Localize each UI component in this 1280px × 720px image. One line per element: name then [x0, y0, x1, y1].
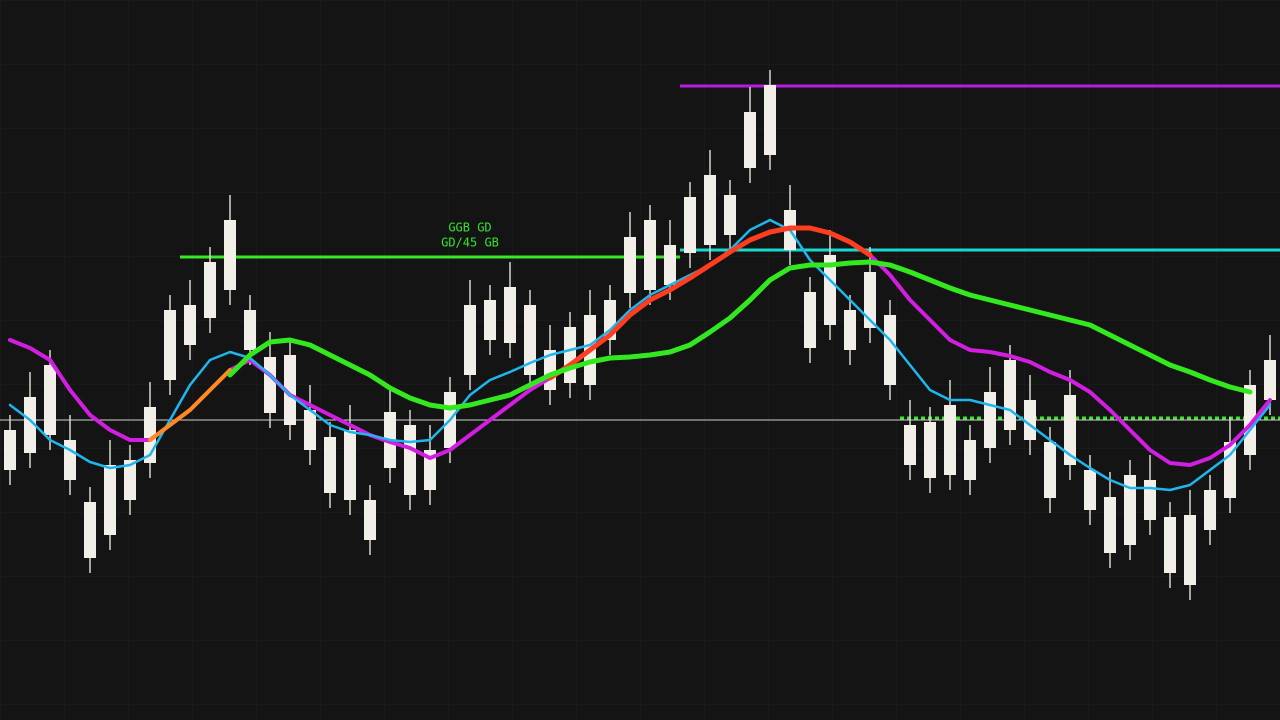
candle-body — [964, 440, 976, 480]
candle-body — [884, 315, 896, 385]
candle-body — [1024, 400, 1036, 440]
candle-body — [264, 357, 276, 413]
candle-body — [684, 197, 696, 253]
candle-body — [524, 305, 536, 375]
candle-body — [1004, 360, 1016, 430]
candle-body — [944, 405, 956, 475]
candle-body — [184, 305, 196, 345]
annotation: GD/45 GB — [441, 236, 499, 250]
candle-body — [764, 85, 776, 155]
candle-body — [724, 195, 736, 235]
candle-body — [304, 410, 316, 450]
candle-body — [664, 245, 676, 285]
candle-body — [104, 465, 116, 535]
candle-body — [64, 440, 76, 480]
candle-body — [44, 365, 56, 435]
candle-body — [864, 272, 876, 328]
candle-body — [464, 305, 476, 375]
candle-body — [1164, 517, 1176, 573]
candle-body — [1244, 385, 1256, 455]
candle-body — [364, 500, 376, 540]
candle-body — [1064, 395, 1076, 465]
ma-line — [8, 218, 1272, 492]
ma-line — [227, 259, 1253, 411]
candle-body — [644, 220, 656, 290]
candle-body — [84, 502, 96, 558]
candle-body — [824, 255, 836, 325]
candle-body — [804, 292, 816, 348]
candle-body — [404, 425, 416, 495]
ma-line — [148, 368, 232, 442]
candle-body — [4, 430, 16, 470]
candle-body — [1104, 497, 1116, 553]
candle-body — [624, 237, 636, 293]
candle-body — [504, 287, 516, 343]
candle-body — [1084, 470, 1096, 510]
annotation: GGB GD — [448, 221, 491, 235]
candle-body — [844, 310, 856, 350]
candle-body — [324, 437, 336, 493]
candle-body — [24, 397, 36, 453]
candle-body — [1184, 515, 1196, 585]
candle-body — [904, 425, 916, 465]
candle-body — [424, 450, 436, 490]
candle-body — [1204, 490, 1216, 530]
candle-body — [1124, 475, 1136, 545]
candle-body — [244, 310, 256, 350]
candle-body — [564, 327, 576, 383]
candle-body — [344, 430, 356, 500]
candle-body — [484, 300, 496, 340]
candle-body — [224, 220, 236, 290]
candle-body — [204, 262, 216, 318]
candle-body — [284, 355, 296, 425]
candle-body — [744, 112, 756, 168]
candle-body — [924, 422, 936, 478]
candle-body — [984, 392, 996, 448]
candle-body — [1144, 480, 1156, 520]
ma-line — [547, 225, 873, 381]
candle-body — [164, 310, 176, 380]
candle-body — [704, 175, 716, 245]
candle-body — [124, 460, 136, 500]
candle-body — [1044, 442, 1056, 498]
candle-body — [1264, 360, 1276, 400]
